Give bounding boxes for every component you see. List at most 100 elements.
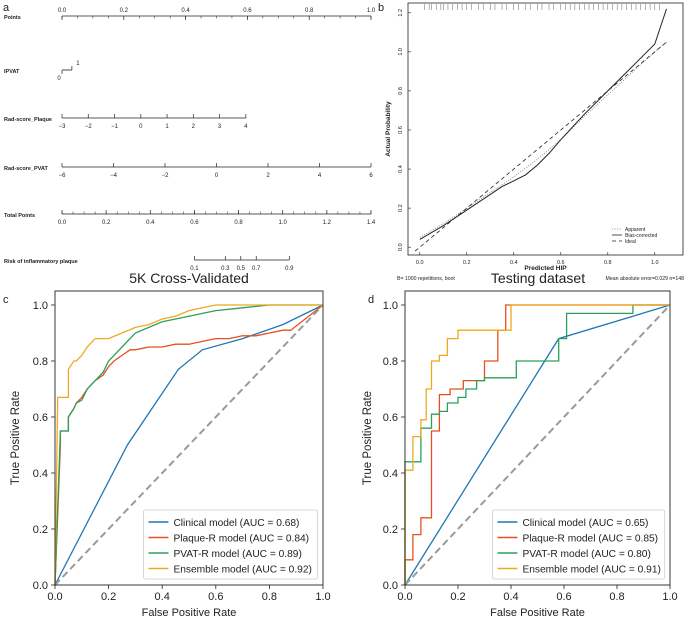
nomogram-label-1: IPVAT [4,69,20,75]
nomogram-tick-label-4-3: 0.6 [190,220,199,226]
nomogram-tick-label-0-5: 1.0 [367,8,376,14]
roc-cv-frame [54,290,324,586]
nomogram-tick-label-0-0: 0.0 [58,8,67,14]
nomogram-tick-label-2-4: 1 [165,124,169,130]
calibration-footnote-right: Mean absolute error=0.029 n=148 [606,276,685,282]
panel-label-a: a [3,2,10,14]
nomogram-tick-label-0-4: 0.8 [305,8,314,14]
roc-cv-ylabel: True Positive Rate [10,391,22,485]
roc-test-ytick-label-0: 0.0 [383,580,398,592]
roc-cv-xtick-label-3: 0.6 [208,591,223,603]
nomogram-tick-label-3-6: 6 [369,173,373,179]
calibration-xtick-label-1: 0.2 [463,260,471,266]
panel-label-b: b [378,2,384,14]
calibration-ylabel: Actual Probability [385,101,392,157]
panel-label-c: c [3,294,9,306]
roc-test-curve-diag [404,304,671,586]
roc-test-xtick-label-1: 0.2 [450,591,465,603]
roc-test-curve-pvat [404,304,670,585]
nomogram-tick-label-4-5: 1.0 [279,220,288,226]
roc-cv-curve-clinical [54,304,324,586]
roc-cv-xtick-label-1: 0.2 [101,591,116,603]
roc-cv-curve-diag [54,304,324,586]
roc-cv-ytick-label-2: 0.4 [33,468,48,480]
calibration-footnote-left: B= 1000 repetitions, boot [397,276,455,282]
roc-cv-curve-ensemble [54,304,323,586]
nomogram-tick-label-4-7: 1.4 [367,220,376,226]
nomogram-tick-label-3-5: 4 [318,173,322,179]
nomogram-tick-label-4-1: 0.2 [102,220,111,226]
roc-test-legend-entry-ensemble: Ensemble model (AUC = 0.91) [522,565,660,576]
calibration-legend-entry-0: Apparent [625,227,646,233]
calibration-ytick-label-2: 0.4 [398,165,404,173]
calibration-line-apparent [419,41,667,238]
nomogram-tick-label-5-1: 0.3 [221,266,230,272]
roc-cv-legend-entry-ensemble: Ensemble model (AUC = 0.92) [173,565,311,576]
nomogram-tick-label-2-3: 0 [139,124,143,130]
nomogram-tick-label-3-4: 2 [266,173,270,179]
roc-test-legend-box [492,509,666,580]
nomogram-tick-label-3-2: −2 [162,173,170,179]
nomogram-tick-label-2-2: −1 [111,124,119,130]
roc-test-ytick-label-3: 0.6 [383,412,398,424]
nomogram-tick-label-4-4: 0.8 [234,220,243,226]
nomogram-tick-label-0-2: 0.4 [181,8,190,14]
roc-cv-ytick-label-0: 0.0 [33,580,48,592]
calibration-xlabel: Predicted HIP [524,265,567,272]
roc-test-legend-entry-plaque: Plaque-R model (AUC = 0.85) [522,534,658,545]
nomogram-tick-label-5-0: 0.1 [190,266,199,272]
calibration-line-ideal [414,41,667,252]
roc-cross-validated-panel: 5K Cross-Validated 0.0 0.2 0.4 0.6 0.8 1.0 0.0 0… [10,270,331,617]
roc-cv-legend-entry-clinical: Clinical model (AUC = 0.68) [173,518,299,529]
roc-cv-xlabel: False Positive Rate [142,607,237,617]
calibration-ytick-label-6: 1.2 [398,9,404,17]
roc-test-title: Testing dataset [491,270,585,286]
nomogram-tick-label-3-3: 0 [215,173,219,179]
nomogram-label-3: Rad-score_PVAT [4,166,48,172]
nomogram-tick-label-5-3: 0.7 [252,266,261,272]
calibration-ytick-label-3: 0.6 [398,126,404,134]
calibration-ytick-label-5: 1.0 [398,48,404,56]
calibration-ytick-label-0: 0.0 [398,243,404,251]
calibration-ytick-label-1: 0.2 [398,204,404,212]
roc-test-ytick-label-4: 0.8 [383,356,398,368]
nomogram-tick-label-5-4: 0.9 [285,266,294,272]
nomogram-label-4: Total Points [4,213,35,219]
roc-test-curve-plaque [404,304,670,585]
roc-cv-xtick-label-2: 0.4 [155,591,170,603]
roc-cv-ytick-label-4: 0.8 [33,356,48,368]
roc-cv-legend-entry-plaque: Plaque-R model (AUC = 0.84) [173,534,309,545]
nomogram-tick-label-4-6: 1.2 [323,220,332,226]
roc-test-curve-ensemble [404,304,670,585]
calibration-xtick-label-4: 0.8 [604,260,612,266]
roc-test-xlabel: False Positive Rate [490,607,585,617]
roc-test-xtick-label-0: 0.0 [397,591,412,603]
calibration-xtick-label-5: 1.0 [651,260,659,266]
roc-test-xtick-label-5: 1.0 [662,591,677,603]
nomogram-label-2: Rad-score_Plaque [4,117,52,123]
calibration-frame [407,2,684,256]
nomogram-tick-label-3-1: −4 [110,173,118,179]
roc-cv-xtick-label-5: 1.0 [315,591,330,603]
calibration-panel: 0.0 0.2 0.4 0.6 0.8 1.0 0.0 0.2 0.4 0.6 0.8 1.0 1.2 P… [385,2,685,282]
calibration-xtick-label-3: 0.6 [557,260,565,266]
roc-test-legend-entry-pvat: PVAT-R model (AUC = 0.80) [522,549,650,560]
nomogram-tick-label-2-1: −2 [85,124,93,130]
nomogram-tick-label-2-7: 4 [244,124,248,130]
calibration-legend-entry-1: Bias-corrected [625,233,657,239]
roc-test-ytick-label-2: 0.4 [383,468,398,480]
panel-label-d: d [368,294,374,306]
calibration-ytick-label-4: 0.8 [398,87,404,95]
roc-cv-ytick-label-5: 1.0 [33,300,48,312]
roc-cv-title: 5K Cross-Validated [129,270,249,286]
nomogram-tick-label-1-0: 0 [57,76,61,82]
nomogram-tick-label-2-6: 3 [218,124,222,130]
roc-test-legend-entry-clinical: Clinical model (AUC = 0.65) [522,518,648,529]
roc-test-frame [404,290,671,586]
nomogram-tick-label-2-0: −3 [59,124,67,130]
nomogram-tick-label-4-2: 0.4 [146,220,155,226]
nomogram-tick-label-4-0: 0.0 [58,220,67,226]
roc-cv-legend-box [143,509,319,580]
nomogram-tick-label-2-5: 2 [192,124,196,130]
